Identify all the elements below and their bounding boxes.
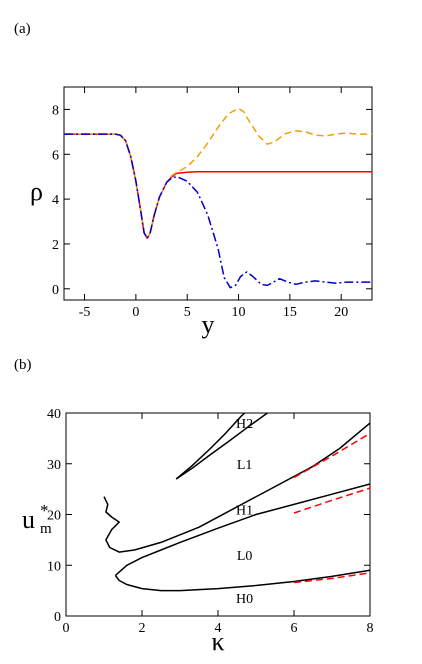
y-tick-label: 2 <box>52 238 59 253</box>
panel-a-xlabel: y <box>202 310 215 339</box>
y-tick-label: 6 <box>52 148 59 163</box>
panel-b-ylabel-main: u <box>22 505 35 534</box>
y-tick-label: 0 <box>52 283 59 298</box>
panel-b-label: (b) <box>14 357 32 373</box>
x-tick-label: 0 <box>63 621 70 636</box>
series-line-1 <box>175 412 246 480</box>
x-tick-label: -5 <box>79 305 91 320</box>
panel-b-series <box>103 412 371 592</box>
region-label: H2 <box>236 417 253 432</box>
x-tick-label: 2 <box>139 621 146 636</box>
panel-a-series <box>64 107 372 289</box>
x-tick-label: 20 <box>334 305 348 320</box>
y-tick-label: 8 <box>52 103 59 118</box>
series-line-6 <box>293 487 371 514</box>
series-line-0 <box>175 412 268 480</box>
x-tick-label: 0 <box>132 305 139 320</box>
series-line-5 <box>293 432 371 479</box>
x-tick-label: 8 <box>367 621 374 636</box>
panel-b-xlabel: κ <box>211 627 224 656</box>
panel-a-ylabel: ρ <box>30 177 43 206</box>
panel-a-frame <box>63 86 373 301</box>
series-line-4 <box>114 569 371 592</box>
panel-b-ylabel: u * m <box>22 501 52 537</box>
y-tick-label: 40 <box>47 407 61 422</box>
region-label: L0 <box>237 549 253 564</box>
panel-b-ylabel-sup: * <box>40 501 49 520</box>
panel-a-ticks: -5 0 5 10 15 20 0 2 4 6 8 <box>52 87 372 320</box>
panel-b-ylabel-sub: m <box>40 521 52 537</box>
x-tick-label: 6 <box>291 621 298 636</box>
panel-a-label: (a) <box>14 21 31 37</box>
y-tick-label: 30 <box>47 458 61 473</box>
series-line-1 <box>64 107 372 240</box>
series-line-0 <box>64 133 372 240</box>
x-tick-label: 5 <box>184 305 191 320</box>
region-label: H0 <box>236 592 253 607</box>
y-tick-label: 20 <box>47 509 61 524</box>
x-tick-label: 10 <box>232 305 246 320</box>
series-line-7 <box>293 572 371 584</box>
x-tick-label: 15 <box>283 305 297 320</box>
series-line-2 <box>64 133 372 289</box>
y-tick-label: 10 <box>47 559 61 574</box>
series-line-2 <box>103 422 371 553</box>
y-tick-label: 0 <box>54 610 61 625</box>
region-label: H1 <box>236 503 253 518</box>
panel-b-region-labels: H2 L1 H1 L0 H0 <box>236 417 253 607</box>
panel-b-ticks: 0 2 4 6 8 0 10 20 30 40 <box>47 407 374 636</box>
panel-b-frame <box>65 412 371 617</box>
y-tick-label: 4 <box>52 193 59 208</box>
region-label: L1 <box>237 458 253 473</box>
x-tick-label: 4 <box>215 621 222 636</box>
series-line-3 <box>114 483 371 576</box>
